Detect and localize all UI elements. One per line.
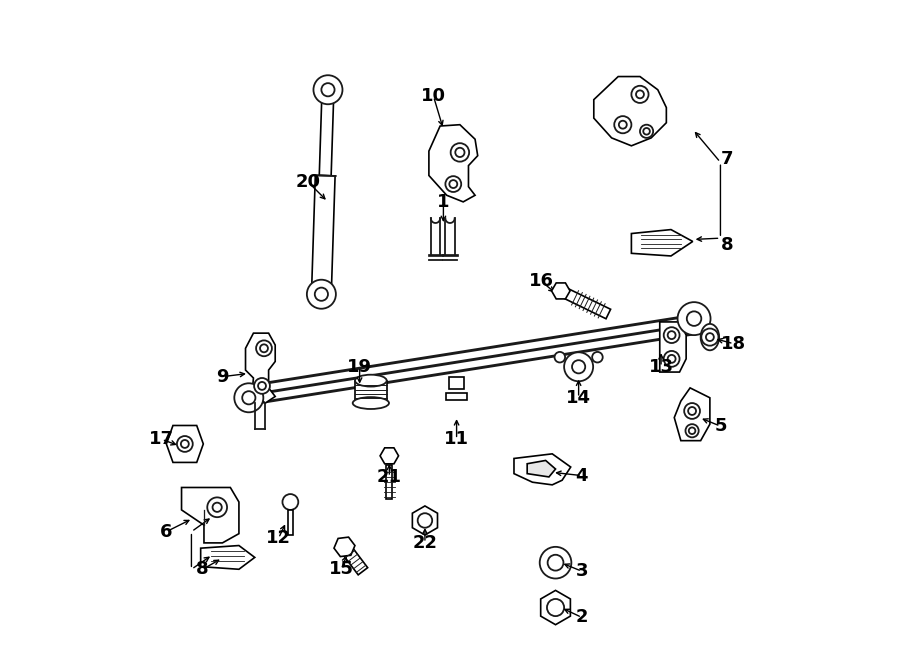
- Circle shape: [687, 311, 701, 326]
- Circle shape: [688, 428, 696, 434]
- Polygon shape: [514, 454, 571, 485]
- Polygon shape: [660, 322, 686, 372]
- Circle shape: [258, 382, 266, 390]
- Circle shape: [212, 502, 221, 512]
- Polygon shape: [449, 377, 464, 389]
- Polygon shape: [246, 333, 275, 403]
- Text: 19: 19: [347, 358, 372, 376]
- Circle shape: [307, 280, 336, 309]
- Circle shape: [644, 128, 650, 135]
- Text: 8: 8: [196, 561, 209, 578]
- Polygon shape: [386, 465, 392, 498]
- Text: 18: 18: [721, 334, 746, 353]
- Circle shape: [260, 344, 268, 352]
- Text: 17: 17: [149, 430, 175, 448]
- Text: 5: 5: [715, 417, 726, 435]
- Text: 3: 3: [576, 563, 589, 580]
- Circle shape: [663, 327, 680, 343]
- Ellipse shape: [355, 375, 387, 387]
- Text: 10: 10: [421, 87, 446, 105]
- Text: 22: 22: [412, 534, 437, 552]
- Circle shape: [455, 148, 464, 157]
- Polygon shape: [632, 229, 693, 256]
- Text: 4: 4: [576, 467, 589, 485]
- Polygon shape: [429, 125, 478, 202]
- Circle shape: [701, 329, 718, 346]
- Circle shape: [242, 391, 256, 405]
- Circle shape: [706, 333, 714, 341]
- Text: 8: 8: [721, 236, 734, 254]
- Text: 11: 11: [444, 430, 469, 448]
- Polygon shape: [182, 487, 238, 543]
- Polygon shape: [201, 545, 255, 569]
- Polygon shape: [339, 543, 368, 575]
- Polygon shape: [412, 506, 437, 535]
- Circle shape: [446, 176, 461, 192]
- Text: 13: 13: [649, 358, 673, 376]
- Text: 12: 12: [266, 529, 291, 547]
- Circle shape: [181, 440, 189, 448]
- Circle shape: [234, 383, 264, 412]
- Ellipse shape: [701, 324, 719, 350]
- Circle shape: [668, 355, 676, 363]
- Circle shape: [540, 547, 572, 578]
- Polygon shape: [355, 381, 387, 403]
- Text: 21: 21: [377, 468, 401, 486]
- Circle shape: [678, 302, 710, 335]
- Circle shape: [256, 340, 272, 356]
- Circle shape: [668, 331, 676, 339]
- Text: 6: 6: [160, 523, 173, 541]
- Circle shape: [547, 599, 564, 616]
- Circle shape: [254, 378, 270, 394]
- Polygon shape: [446, 393, 467, 401]
- Text: 1: 1: [437, 193, 450, 211]
- Circle shape: [632, 86, 649, 103]
- Text: 9: 9: [216, 368, 229, 385]
- Circle shape: [572, 360, 585, 373]
- Polygon shape: [559, 286, 610, 319]
- Circle shape: [614, 116, 632, 134]
- Polygon shape: [541, 590, 571, 625]
- Circle shape: [684, 403, 700, 419]
- Polygon shape: [320, 89, 334, 176]
- Circle shape: [315, 288, 328, 301]
- Circle shape: [619, 121, 626, 129]
- Polygon shape: [334, 537, 355, 557]
- Text: 14: 14: [566, 389, 591, 407]
- Polygon shape: [552, 283, 570, 299]
- Circle shape: [283, 494, 298, 510]
- Polygon shape: [166, 426, 203, 463]
- Circle shape: [418, 513, 432, 527]
- Circle shape: [451, 143, 469, 162]
- Text: 7: 7: [721, 150, 734, 168]
- Text: 15: 15: [328, 561, 354, 578]
- Circle shape: [640, 125, 653, 138]
- Circle shape: [592, 352, 603, 362]
- Circle shape: [321, 83, 335, 97]
- Circle shape: [686, 424, 698, 438]
- Circle shape: [177, 436, 193, 452]
- Text: 20: 20: [296, 173, 320, 191]
- Circle shape: [636, 91, 644, 98]
- Polygon shape: [674, 388, 710, 441]
- Circle shape: [207, 497, 227, 517]
- Polygon shape: [311, 175, 335, 295]
- Polygon shape: [594, 77, 666, 146]
- Circle shape: [564, 352, 593, 381]
- Circle shape: [449, 180, 457, 188]
- Text: 2: 2: [576, 608, 589, 627]
- Circle shape: [547, 555, 563, 570]
- Circle shape: [313, 75, 343, 104]
- Polygon shape: [288, 510, 293, 535]
- Circle shape: [663, 351, 680, 367]
- Polygon shape: [380, 448, 399, 464]
- Ellipse shape: [353, 397, 389, 409]
- Polygon shape: [527, 461, 555, 477]
- Circle shape: [554, 352, 565, 362]
- Circle shape: [688, 407, 696, 415]
- Text: 16: 16: [528, 272, 554, 290]
